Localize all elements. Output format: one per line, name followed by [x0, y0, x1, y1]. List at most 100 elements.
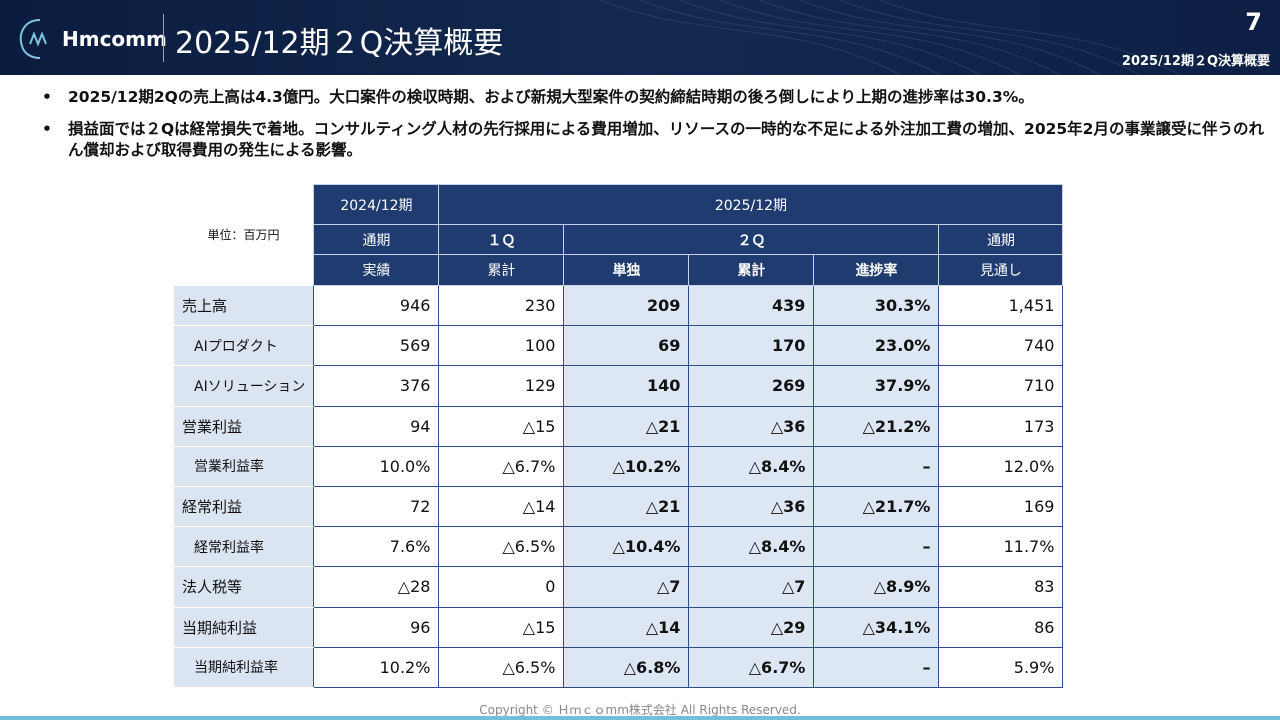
- page-number: 7: [1245, 8, 1262, 36]
- table-cell: △6.8%: [563, 646, 690, 688]
- table-row: 単位：百万円 2024/12期 2025/12期: [173, 184, 1064, 286]
- table-cell: 累計: [688, 254, 815, 286]
- logo: Hmcomm: [62, 27, 167, 51]
- table-cell: 通期: [313, 224, 440, 255]
- table-cell: 269: [688, 365, 815, 407]
- table-cell: 173: [938, 405, 1064, 447]
- table-cell: 12.0%: [938, 445, 1064, 487]
- table-cell: 169: [938, 485, 1064, 528]
- table-cell: 96: [313, 606, 440, 648]
- table-cell: 法人税等: [172, 566, 315, 608]
- header-pattern: [19, 0, 1181, 75]
- table-cell: 129: [438, 365, 565, 407]
- table-row: 当期純利益 96 △15 △14 △29 △34.1% 86: [172, 606, 1064, 648]
- table-cell: △6.5%: [438, 526, 565, 568]
- table-cell: 69: [563, 325, 690, 367]
- table-cell: 進捗率: [813, 254, 940, 286]
- table-cell: １Ｑ: [438, 224, 565, 255]
- table-row: 経常利益率 7.6% △6.5% △10.4% △8.4% –11.7%: [172, 526, 1064, 568]
- table-cell: △6.5%: [438, 646, 565, 688]
- table-row: AIプロダクト 569 100 69 170 23.0% 740: [172, 325, 1064, 367]
- table-cell: △10.2%: [563, 445, 690, 487]
- table-row: 営業利益率 10.0% △6.7% △10.2% △8.4% –12.0%: [172, 445, 1064, 487]
- table-cell: △21.2%: [813, 405, 940, 447]
- table-cell: △15: [438, 405, 565, 447]
- table-cell: △8.9%: [813, 566, 940, 608]
- table-cell: 30.3%: [813, 284, 940, 327]
- table-cell: △14: [563, 606, 690, 648]
- header-band: Hmcomm 2025/12期２Q決算概要 7 2025/12期２Q決算概要: [0, 0, 1280, 75]
- table-row: 売上高 946 230 209 439 30.3% 1,451: [172, 284, 1064, 327]
- table-cell: △7: [563, 566, 690, 608]
- table-cell: △10.4%: [563, 526, 690, 568]
- table-cell: △7: [688, 566, 815, 608]
- table-cell: 140: [563, 365, 690, 407]
- table-cell: △15: [438, 606, 565, 648]
- table-cell: △8.4%: [688, 526, 815, 568]
- table-cell: 営業利益率: [172, 445, 315, 487]
- bullet: 2025/12期2Qの売上高は4.3億円。大口案件の検収時期、および新規大型案件…: [42, 87, 1268, 108]
- table-cell: 569: [313, 325, 440, 367]
- table-cell: 2024/12期: [313, 184, 440, 225]
- table-cell: △14: [438, 485, 565, 528]
- table-cell: 37.9%: [813, 365, 940, 407]
- table-cell: 単独: [563, 254, 690, 286]
- table-cell: 230: [438, 284, 565, 327]
- table-cell: 当期純利益: [172, 606, 315, 648]
- table-cell: 1,451: [938, 284, 1064, 327]
- table-row: AIソリューション 376 129 140 269 37.9% 710: [172, 365, 1064, 407]
- table-cell: 946: [313, 284, 440, 327]
- table-cell: 94: [313, 405, 440, 447]
- table-cell: 2025/12期: [438, 184, 1064, 225]
- divider: [163, 14, 164, 62]
- table-cell: 7.6%: [313, 526, 440, 568]
- table-cell: 通期: [938, 224, 1064, 255]
- table-cell: 376: [313, 365, 440, 407]
- table-cell: 740: [938, 325, 1064, 367]
- table-cell: △6.7%: [438, 445, 565, 487]
- table-cell: 209: [563, 284, 690, 327]
- table-cell: 累計: [438, 254, 565, 286]
- table-cell: 439: [688, 284, 815, 327]
- table-cell: ２Ｑ: [563, 224, 940, 255]
- table-cell: △6.7%: [688, 646, 815, 688]
- table-row: 法人税等 △28 0 △7 △7 △8.9% 83: [172, 566, 1064, 608]
- table-cell: △8.4%: [688, 445, 815, 487]
- bottom-bar: [0, 716, 1280, 720]
- table-row: 経常利益 72 △14 △21 △36 △21.7% 169: [172, 485, 1064, 528]
- table-cell: 0: [438, 566, 565, 608]
- table-cell: 10.0%: [313, 445, 440, 487]
- table-cell: 当期純利益率: [172, 646, 315, 688]
- table-cell: 10.2%: [313, 646, 440, 688]
- table-cell: 売上高: [172, 284, 315, 327]
- table-cell: –: [813, 526, 940, 568]
- table-cell: 86: [938, 606, 1064, 648]
- table-cell: 83: [938, 566, 1064, 608]
- table-cell: 5.9%: [938, 646, 1064, 688]
- table-cell: 見通し: [938, 254, 1064, 286]
- table-cell: 100: [438, 325, 565, 367]
- table-cell: 11.7%: [938, 526, 1064, 568]
- table-row: 営業利益 94 △15 △21 △36 △21.2% 173: [172, 405, 1064, 447]
- table-cell: △29: [688, 606, 815, 648]
- table-cell: △34.1%: [813, 606, 940, 648]
- table-cell: 経常利益: [172, 485, 315, 528]
- table-cell: AIプロダクト: [172, 325, 315, 367]
- table-cell: –: [813, 445, 940, 487]
- table-cell: 72: [313, 485, 440, 528]
- copyright: Copyright © Ｈｍｃｏmm株式会社 All Rights Reserv…: [479, 703, 801, 717]
- table-cell: △36: [688, 405, 815, 447]
- table-row: 当期純利益率 10.2% △6.5% △6.8% △6.7% –5.9%: [172, 646, 1064, 688]
- table-cell: △21: [563, 405, 690, 447]
- table-cell: 実績: [313, 254, 440, 286]
- table-cell: △21.7%: [813, 485, 940, 528]
- table-cell: 単位：百万円: [173, 184, 314, 286]
- financial-table: 単位：百万円 2024/12期 2025/12期 通期 １Ｑ ２Ｑ 通期 実績 累計 単独 累計 進捗…: [172, 184, 1064, 688]
- table-cell: 170: [688, 325, 815, 367]
- table-cell: 710: [938, 365, 1064, 407]
- table-cell: △21: [563, 485, 690, 528]
- table-cell: △36: [688, 485, 815, 528]
- section-label: 2025/12期２Q決算概要: [1121, 54, 1270, 69]
- table-cell: 営業利益: [172, 405, 315, 447]
